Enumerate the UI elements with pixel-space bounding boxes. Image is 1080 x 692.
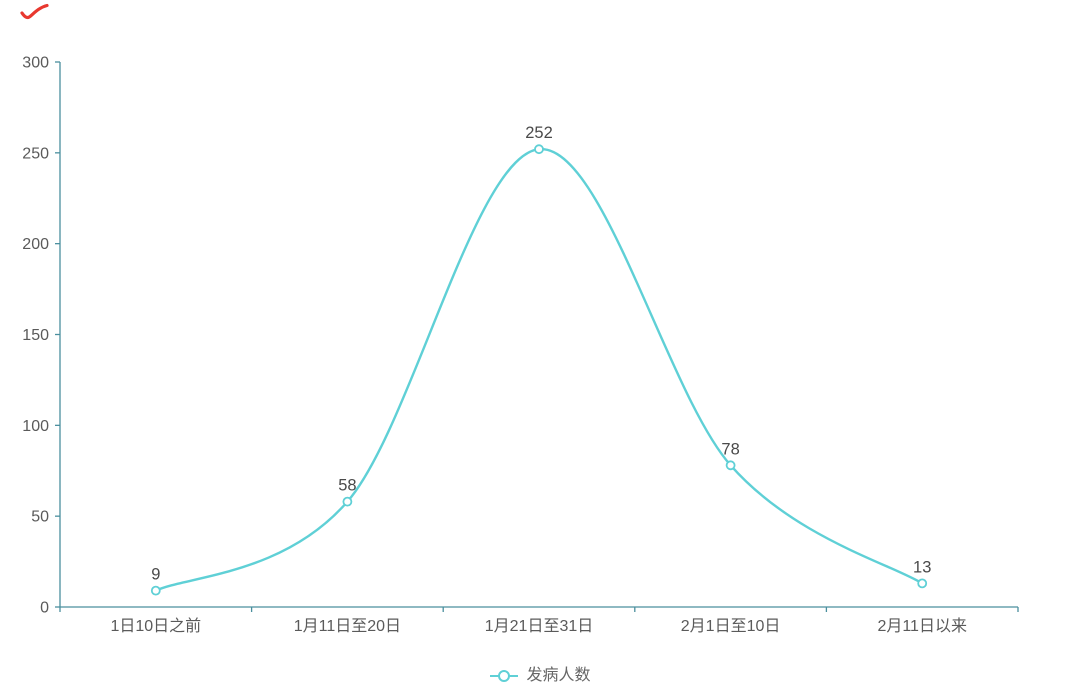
y-axis-tick-label: 150 [22, 327, 49, 344]
data-point-marker[interactable] [917, 578, 928, 589]
data-point-marker[interactable] [725, 460, 736, 471]
y-axis-tick-label: 0 [40, 600, 49, 617]
y-axis-tick-label: 50 [31, 509, 49, 526]
x-axis-category-label: 2月1日至10日 [681, 618, 781, 635]
legend-label: 发病人数 [526, 667, 591, 684]
data-point-value-label: 78 [721, 440, 739, 458]
data-point-marker[interactable] [342, 496, 353, 507]
data-point-value-label: 58 [338, 477, 356, 495]
y-axis-tick-label: 200 [22, 236, 49, 253]
y-axis-tick-label: 100 [22, 418, 49, 435]
legend-line-circle-icon [490, 670, 519, 682]
x-axis-category-label: 2月11日以来 [877, 617, 967, 635]
x-axis-category-label: 1月11日至20日 [294, 618, 401, 635]
series-line-cases [155, 147, 923, 592]
data-point-marker[interactable] [150, 585, 161, 596]
data-point-value-label: 13 [913, 558, 931, 576]
y-axis-tick-label: 300 [22, 55, 49, 72]
data-point-value-label: 9 [151, 566, 160, 584]
data-point-value-label: 252 [525, 124, 553, 142]
x-axis-category-label: 1日10日之前 [110, 617, 201, 635]
x-axis-category-label: 1月21日至31日 [485, 618, 594, 635]
data-point-marker[interactable] [534, 144, 544, 155]
y-axis-tick-label: 250 [22, 145, 49, 162]
red-pen-mark [20, 3, 49, 20]
legend-item-cases[interactable]: 发病人数 [0, 663, 1080, 689]
